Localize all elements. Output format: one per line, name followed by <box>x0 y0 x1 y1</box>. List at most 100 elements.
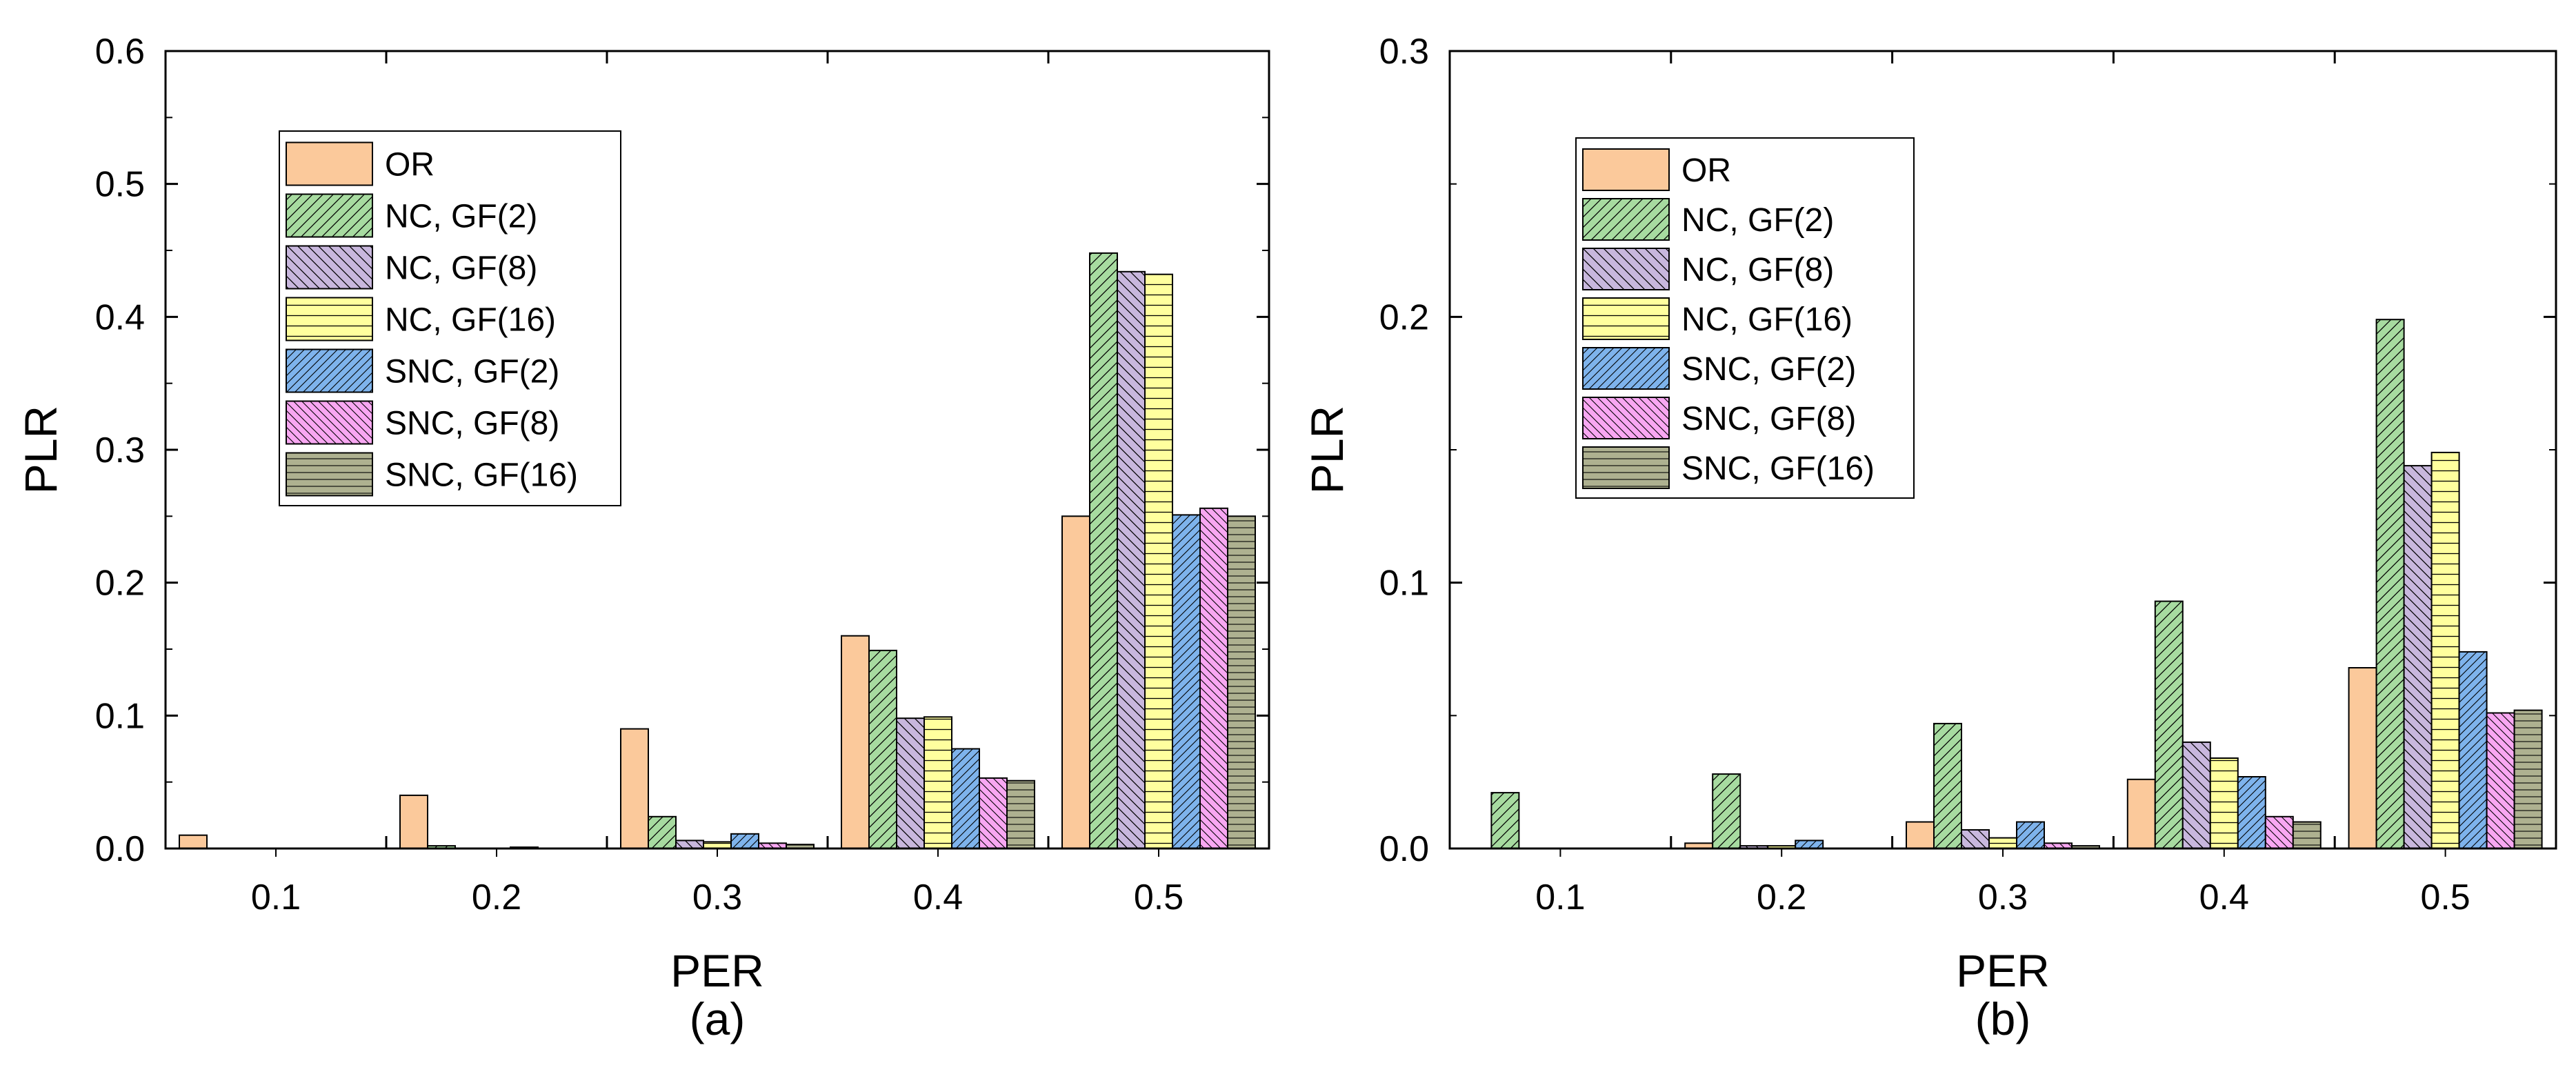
y-tick-label: 0.2 <box>1379 297 1429 337</box>
y-axis-label: PLR <box>1301 406 1352 494</box>
legend-swatch-hatch-snc-gf-2 <box>286 349 372 393</box>
bar-hatch-nc-gf-16-0.3 <box>703 842 731 848</box>
bar-hatch-snc-gf-2-0.3 <box>2017 822 2044 848</box>
legend-label: SNC, GF(8) <box>1681 401 1856 437</box>
legend-label: NC, GF(16) <box>1681 301 1853 338</box>
legend-swatch-hatch-snc-gf-2 <box>1583 348 1669 389</box>
y-tick-label: 0.0 <box>95 829 145 869</box>
legend-swatch-hatch-nc-gf-16 <box>1583 298 1669 339</box>
bar-hatch-nc-gf-8-0.3 <box>1961 830 1989 848</box>
x-tick-label: 0.1 <box>1535 877 1585 917</box>
x-tick-label: 0.5 <box>2420 877 2470 917</box>
y-tick-label: 0.3 <box>95 430 145 470</box>
bar-hatch-nc-gf-8-0.3 <box>676 840 703 848</box>
y-axis-label: PLR <box>15 406 66 494</box>
y-tick-label: 0.0 <box>1379 829 1429 869</box>
bar-hatch-snc-gf-2-0.2 <box>1795 840 1824 848</box>
bar-hatch-nc-gf-8-0.5 <box>1117 271 1145 848</box>
legend-swatch-hatch-snc-gf-16 <box>286 453 372 496</box>
bar-hatch-snc-gf-8-0.5 <box>1200 508 1228 848</box>
panel-label: (b) <box>1975 993 2031 1044</box>
bar-or-0.1 <box>179 834 208 849</box>
legend-swatch-hatch-nc-gf-2 <box>286 194 372 237</box>
bar-or-0.2 <box>399 794 428 850</box>
bar-hatch-nc-gf-16-0.2 <box>1768 846 1796 848</box>
bar-hatch-snc-gf-16-0.3 <box>2072 846 2099 848</box>
x-tick-label: 0.4 <box>913 877 963 917</box>
bar-hatch-snc-gf-16-0.5 <box>1228 516 1255 848</box>
legend: OR NC, GF(2) NC, GF(8) NC, GF(16) SNC, GF(2)… <box>1575 137 1915 499</box>
bar-hatch-nc-gf-2-0.4 <box>2155 601 2183 848</box>
legend-swatch-hatch-snc-gf-8 <box>1583 397 1669 439</box>
y-tick-label: 0.6 <box>95 32 145 72</box>
bar-hatch-nc-gf-2-0.3 <box>648 816 676 848</box>
legend-label: NC, GF(8) <box>1681 252 1834 288</box>
bar-hatch-snc-gf-8-0.5 <box>2486 713 2515 848</box>
bar-hatch-nc-gf-2-0.2 <box>1713 774 1741 848</box>
bar-hatch-snc-gf-16-0.4 <box>1007 780 1035 848</box>
bar-hatch-nc-gf-16-0.5 <box>2431 452 2459 848</box>
bar-or-0.5 <box>2348 667 2377 849</box>
chart-panel-a: 0.0 0.1 0.2 0.3 0.4 0.5 0.6 0.1 0.2 0.3 0.4 0.5 PER P… <box>15 32 1270 1044</box>
bar-hatch-snc-gf-2-0.3 <box>731 833 759 848</box>
bar-hatch-nc-gf-2-0.5 <box>1090 252 1117 848</box>
x-tick-label: 0.3 <box>692 877 742 917</box>
legend-label: OR <box>1681 152 1731 189</box>
legend-label: NC, GF(2) <box>1681 202 1834 239</box>
chart-panel-b: 0.0 0.1 0.2 0.3 0.1 0.2 0.3 0.4 0.5 PER PLR (b) OR NC… <box>1301 32 2557 1044</box>
y-tick-label: 0.5 <box>95 165 145 205</box>
legend-swatch-hatch-nc-gf-16 <box>286 297 372 341</box>
y-tick-label: 0.1 <box>95 696 145 736</box>
legend-label: NC, GF(8) <box>385 250 537 287</box>
legend-label: OR <box>385 147 435 183</box>
bar-hatch-nc-gf-8-0.2 <box>1740 846 1768 848</box>
bar-or-0.4 <box>841 635 870 849</box>
bar-hatch-snc-gf-8-0.3 <box>759 843 786 848</box>
bar-hatch-nc-gf-2-0.2 <box>428 846 455 848</box>
bar-or-0.3 <box>1906 821 1935 849</box>
legend: OR NC, GF(2) NC, GF(8) NC, GF(16) SNC, GF(2)… <box>279 130 621 506</box>
x-axis-label: PER <box>1956 945 2050 996</box>
bar-hatch-nc-gf-8-0.5 <box>2404 466 2432 848</box>
legend-swatch-hatch-snc-gf-8 <box>286 401 372 444</box>
bar-hatch-nc-gf-8-0.4 <box>2182 742 2210 848</box>
legend-label: SNC, GF(16) <box>1681 450 1875 487</box>
x-axis-label: PER <box>670 945 764 996</box>
x-tick-label: 0.5 <box>1134 877 1184 917</box>
legend-swatch-hatch-snc-gf-16 <box>1583 447 1669 488</box>
legend-label: SNC, GF(2) <box>385 354 559 390</box>
bar-hatch-snc-gf-2-0.4 <box>2237 777 2266 848</box>
bar-hatch-nc-gf-2-0.1 <box>1491 793 1519 848</box>
x-tick-label: 0.1 <box>251 877 301 917</box>
y-tick-label: 0.2 <box>95 564 145 604</box>
legend-swatch-hatch-nc-gf-2 <box>1583 199 1669 240</box>
legend-swatch-or <box>286 141 373 186</box>
x-tick-label: 0.2 <box>1757 877 1806 917</box>
bar-hatch-nc-gf-8-0.4 <box>897 718 924 848</box>
bar-hatch-nc-gf-16-0.4 <box>2210 758 2238 848</box>
legend-label: NC, GF(16) <box>385 302 556 339</box>
bar-hatch-snc-gf-2-0.5 <box>1172 515 1200 848</box>
legend-swatch-or <box>1582 148 1670 191</box>
bar-hatch-nc-gf-16-0.4 <box>924 717 952 848</box>
bar-hatch-snc-gf-8-0.4 <box>979 777 1007 848</box>
bar-hatch-snc-gf-8-0.3 <box>2044 843 2072 848</box>
panel-label: (a) <box>690 993 746 1044</box>
y-tick-label: 0.4 <box>95 297 145 337</box>
legend-swatch-hatch-nc-gf-8 <box>286 246 372 289</box>
legend-label: SNC, GF(16) <box>385 457 578 494</box>
bar-hatch-nc-gf-16-0.5 <box>1145 274 1172 848</box>
bar-hatch-snc-gf-2-0.4 <box>952 748 979 848</box>
bar-hatch-snc-gf-8-0.4 <box>2265 816 2293 848</box>
bar-hatch-nc-gf-16-0.3 <box>1989 837 2017 848</box>
bar-or-0.5 <box>1061 515 1090 849</box>
bar-hatch-snc-gf-16-0.5 <box>2514 710 2542 848</box>
bar-hatch-snc-gf-2-0.5 <box>2459 651 2487 848</box>
bar-or-0.4 <box>2126 778 2156 850</box>
y-tick-label: 0.3 <box>1379 32 1429 72</box>
legend-label: SNC, GF(2) <box>1681 351 1856 388</box>
legend-label: NC, GF(2) <box>385 199 537 235</box>
x-tick-label: 0.3 <box>1978 877 2028 917</box>
legend-label: SNC, GF(8) <box>385 406 559 442</box>
